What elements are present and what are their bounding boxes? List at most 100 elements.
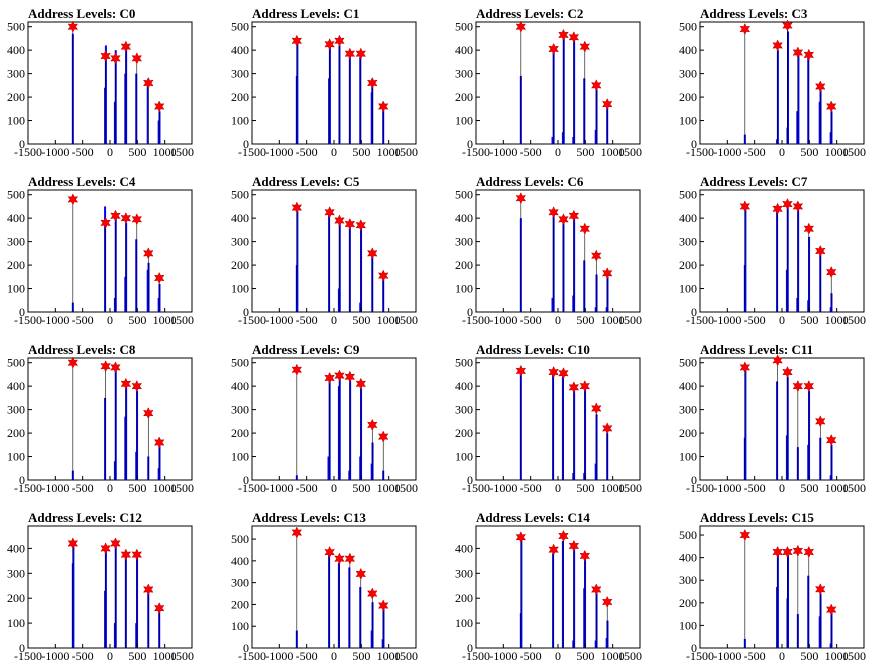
peak-marker <box>334 552 345 565</box>
x-tick-label: -1500 <box>14 649 42 663</box>
chart-panel: 0 100 200 300 400 500 -1500 -1000 -500 0 500 1000 15… <box>448 0 672 168</box>
peak-marker <box>100 360 111 373</box>
x-tick-label: 1500 <box>394 649 418 663</box>
peak-marker <box>590 402 602 415</box>
chart-panel: 0 100 200 300 400 500 -1500 -1000 -500 0 500 1000 15… <box>224 504 448 672</box>
peak-marker <box>579 222 591 235</box>
histogram-bar <box>135 73 138 144</box>
x-tick-label: -1500 <box>238 481 266 495</box>
x-tick-label: 500 <box>352 481 370 495</box>
x-tick-label: 0 <box>331 481 337 495</box>
chart-panel: 0 100 200 300 400 500 -1500 -1000 -500 0 500 1000 15… <box>0 336 224 504</box>
y-tick-label: 400 <box>231 211 249 225</box>
histogram-bar <box>72 540 75 648</box>
chart-title: Address Levels: C12 <box>28 510 142 525</box>
y-tick-label: 400 <box>679 211 697 225</box>
chart-title: Address Levels: C3 <box>700 6 808 21</box>
peak-marker <box>814 583 826 596</box>
x-tick-label: 1500 <box>170 145 194 159</box>
peak-marker <box>344 217 356 231</box>
y-tick-label: 300 <box>679 235 697 249</box>
y-tick-label: 0 <box>691 473 697 487</box>
histogram-bar <box>744 369 747 480</box>
chart-title: Address Levels: C2 <box>476 6 584 21</box>
y-tick-label: 500 <box>679 20 697 34</box>
plot-frame <box>475 21 641 145</box>
x-tick-label: -1500 <box>686 313 714 327</box>
x-tick-label: 1500 <box>394 145 418 159</box>
histogram-bar <box>744 208 747 312</box>
peak-marker <box>324 206 335 219</box>
peak-marker <box>792 380 804 393</box>
y-tick-label: 100 <box>7 450 25 464</box>
chart-panel: 0 100 200 300 400 500 -1500 -1000 -500 0 500 1000 15… <box>224 168 448 336</box>
plot-frame <box>251 525 417 649</box>
x-tick-label: 1500 <box>842 649 866 663</box>
histogram-bar <box>348 567 351 648</box>
x-tick-label: 1500 <box>842 481 866 495</box>
peak-marker <box>355 219 367 232</box>
y-tick-label: 0 <box>691 641 697 655</box>
histogram-bar <box>337 563 340 648</box>
y-tick-label: 100 <box>7 616 25 630</box>
histogram-bar <box>359 57 362 144</box>
y-tick-label: 500 <box>231 20 249 34</box>
plot-frame <box>699 357 865 481</box>
x-tick-label: 1000 <box>377 313 401 327</box>
peak-marker <box>568 209 580 222</box>
peak-marker <box>548 365 559 379</box>
y-tick-label: 500 <box>7 356 25 370</box>
y-tick-label: 200 <box>679 90 697 104</box>
peak-marker <box>515 364 527 378</box>
x-tick-label: 0 <box>555 481 561 495</box>
chart-panel: 0 100 200 300 400 500 -1500 -1000 -500 0 500 1000 15… <box>0 0 224 168</box>
y-tick-label: 400 <box>679 43 697 57</box>
chart-panel: 0 100 200 300 400 500 -1500 -1000 -500 0 500 1000 15… <box>224 336 448 504</box>
peak-marker <box>782 545 793 559</box>
peak-marker <box>366 587 378 600</box>
peak-marker <box>355 47 367 60</box>
y-tick-label: 100 <box>455 114 473 128</box>
chart-title: Address Levels: C9 <box>252 342 360 357</box>
peak-marker <box>579 380 591 393</box>
peak-marker <box>792 46 804 59</box>
peak-marker <box>792 544 804 557</box>
peak-marker <box>334 214 345 227</box>
y-tick-label: 300 <box>231 235 249 249</box>
y-tick-label: 500 <box>679 356 697 370</box>
peak-marker <box>814 80 826 93</box>
y-tick-label: 500 <box>7 20 25 34</box>
peak-marker <box>344 47 356 60</box>
chart-title: Address Levels: C6 <box>476 174 584 189</box>
plot-frame <box>699 525 865 649</box>
peak-marker <box>110 537 121 550</box>
x-tick-label: 1000 <box>601 481 625 495</box>
chart-panel: 0 100 200 300 400 500 -1500 -1000 -500 0 500 1000 15… <box>672 504 896 672</box>
x-tick-label: -500 <box>72 649 94 663</box>
plot-frame <box>475 189 641 313</box>
peak-marker <box>67 20 79 33</box>
x-tick-label: -500 <box>520 649 542 663</box>
y-tick-label: 200 <box>679 426 697 440</box>
x-tick-label: 1000 <box>825 313 849 327</box>
histogram-bar <box>583 260 586 312</box>
x-tick-label: 1000 <box>601 313 625 327</box>
peak-marker <box>803 380 815 393</box>
x-tick-label: -500 <box>744 649 766 663</box>
peak-marker <box>67 356 79 369</box>
peak-marker <box>100 542 111 555</box>
peak-marker <box>590 583 602 596</box>
x-tick-label: -1500 <box>462 145 490 159</box>
y-tick-label: 0 <box>243 137 249 151</box>
x-tick-label: 1000 <box>153 649 177 663</box>
histogram-bar <box>787 31 790 145</box>
chart-panel: 0 100 200 300 400 500 -1500 -1000 -500 0 500 1000 15… <box>672 168 896 336</box>
x-tick-label: 500 <box>800 313 818 327</box>
x-tick-label: -1500 <box>14 481 42 495</box>
x-tick-label: -500 <box>520 481 542 495</box>
y-tick-label: 500 <box>455 188 473 202</box>
chart-title: Address Levels: C7 <box>700 174 808 189</box>
y-tick-label: 100 <box>231 282 249 296</box>
peak-marker <box>825 266 837 279</box>
x-tick-label: 1000 <box>377 145 401 159</box>
